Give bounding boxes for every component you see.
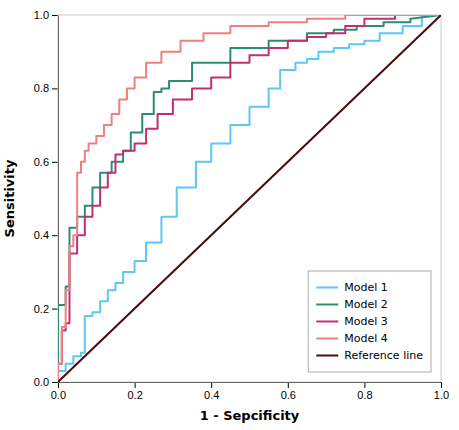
legend-swatch (316, 355, 338, 357)
series-line (58, 15, 441, 382)
tick-label: 0.2 (34, 303, 49, 315)
tick-label: 0.8 (357, 389, 372, 401)
legend-label: Model 4 (344, 332, 388, 345)
legend-swatch (316, 287, 338, 289)
tick-label: 1.0 (34, 9, 49, 21)
tick-mark (52, 309, 58, 310)
legend-item: Model 1 (316, 281, 388, 294)
plot: 0.0 0.2 0.4 0.6 0.8 1.0 0.0 0.2 0.4 0.6 0.8 1.0 1 - … (2, 9, 449, 423)
legend-item: Model 3 (316, 315, 388, 328)
tick: 0.2 (127, 382, 142, 401)
y-axis: 0.0 0.2 0.4 0.6 0.8 1.0 (34, 9, 59, 388)
tick-mark (135, 382, 136, 388)
x-axis: 0.0 0.2 0.4 0.6 0.8 1.0 (51, 382, 449, 401)
tick-mark (441, 382, 442, 388)
series-line (58, 15, 441, 382)
legend-label: Model 2 (344, 298, 388, 311)
legend-item: Model 4 (316, 332, 388, 345)
tick: 0.0 (51, 382, 66, 401)
lines (58, 15, 441, 382)
tick: 0.4 (204, 382, 219, 401)
legend-label: Reference line (344, 349, 423, 362)
tick-label: 0.2 (127, 389, 142, 401)
tick-mark (52, 88, 58, 89)
legend-box (308, 271, 431, 372)
x-axis-line (59, 383, 442, 389)
legend-swatch (316, 338, 338, 340)
tick: 0.0 (34, 376, 58, 388)
tick-mark (288, 382, 289, 388)
tick-mark (52, 235, 58, 236)
tick-label: 1.0 (434, 389, 449, 401)
tick: 0.8 (357, 382, 372, 401)
tick: 0.8 (34, 82, 58, 94)
y-axis-title: Sensitivity (2, 159, 17, 237)
chart: 0.0 0.2 0.4 0.6 0.8 1.0 0.0 0.2 0.4 0.6 0.8 1.0 1 - … (0, 0, 459, 430)
tick-mark (211, 382, 212, 388)
series-line (58, 15, 441, 382)
tick-label: 0.0 (34, 376, 49, 388)
tick-mark (364, 382, 365, 388)
legend-swatch (316, 304, 338, 306)
tick: 1.0 (434, 382, 449, 401)
tick-label: 0.4 (34, 229, 49, 241)
plot-frame (58, 15, 441, 382)
tick-label: 0.0 (51, 389, 66, 401)
legend-item: Reference line (316, 349, 423, 362)
x-axis-title: 1 - Sepcificity (200, 408, 300, 423)
tick-label: 0.4 (204, 389, 219, 401)
legend-swatch (316, 321, 338, 323)
tick: 0.6 (281, 382, 296, 401)
tick-mark (52, 382, 58, 383)
tick: 0.4 (34, 229, 58, 241)
tick-mark (52, 162, 58, 163)
tick-mark (52, 15, 58, 16)
legend-item: Model 2 (316, 298, 388, 311)
legend-label: Model 1 (344, 281, 388, 294)
series-line (58, 15, 441, 382)
series-line (58, 15, 441, 382)
tick: 0.2 (34, 303, 58, 315)
tick: 0.6 (34, 156, 58, 168)
tick: 1.0 (34, 9, 58, 21)
tick-label: 0.6 (281, 389, 296, 401)
legend-label: Model 3 (344, 315, 388, 328)
legend: Model 1 Model 2 Model 3 Model 4 Reference li… (308, 271, 431, 372)
tick-label: 0.8 (34, 82, 49, 94)
tick-label: 0.6 (34, 156, 49, 168)
